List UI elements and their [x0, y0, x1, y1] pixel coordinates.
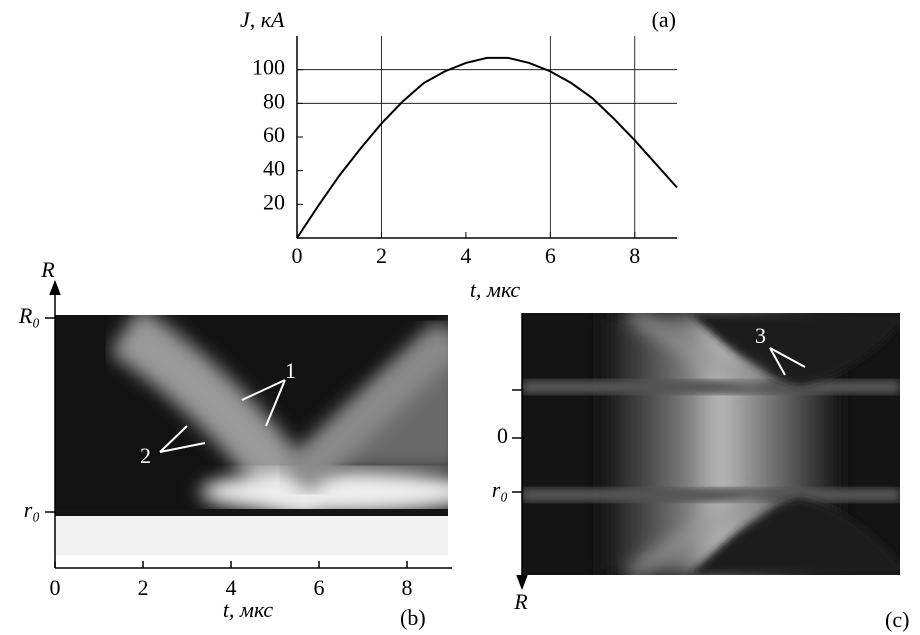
panel-label: (a)	[652, 7, 676, 32]
x-tick-label: 2	[138, 575, 149, 600]
y-axis-label: R	[40, 257, 55, 282]
annotation: 3	[755, 323, 766, 348]
y-tick-label: 20	[263, 189, 285, 214]
x-tick-label: 0	[292, 243, 303, 268]
x-tick-label: 4	[226, 575, 237, 600]
x-tick-label: 4	[460, 243, 471, 268]
panel-label: (c)	[885, 607, 909, 632]
y-tick-label: 0	[497, 423, 508, 448]
x-tick-label: 2	[376, 243, 387, 268]
y-tick-label: 40	[263, 156, 285, 181]
annotation: 1	[285, 358, 296, 383]
y-axis-label: J, кА	[240, 7, 285, 32]
panel-label: (b)	[400, 605, 426, 630]
x-tick-label: 0	[50, 575, 61, 600]
arrows	[159, 347, 806, 453]
y-tick-label: r₀	[492, 477, 508, 502]
y-tick-label: r₀	[24, 497, 40, 522]
y-tick-label: 80	[263, 88, 285, 113]
x-tick-label: 8	[402, 575, 413, 600]
y-tick-label: 60	[263, 122, 285, 147]
y-tick-label: 100	[252, 55, 285, 80]
streak-image	[55, 315, 448, 555]
y-tick-label: R₀	[18, 303, 40, 328]
y-axis-label: R	[513, 589, 528, 614]
data-line	[296, 56, 678, 239]
axes	[45, 279, 528, 591]
x-axis-label: t, мкс	[223, 597, 274, 622]
x-axis-label: t, мкс	[470, 277, 521, 302]
streak-image	[522, 313, 900, 575]
x-tick-label: 6	[314, 575, 325, 600]
annotation: 2	[140, 443, 151, 468]
x-tick-label: 6	[545, 243, 556, 268]
x-tick-label: 8	[629, 243, 640, 268]
